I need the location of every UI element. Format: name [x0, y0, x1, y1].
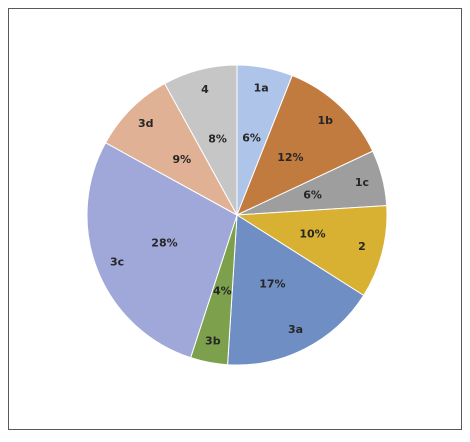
slice-label: 3a	[288, 323, 303, 336]
slice-label: 1a	[254, 81, 269, 94]
pie-slice	[236, 74, 374, 216]
slice-label: 3d	[138, 117, 154, 130]
value-label: 28%	[151, 237, 177, 250]
value-label: 4%	[213, 285, 232, 298]
value-label: 9%	[173, 153, 192, 166]
pie-slice	[86, 142, 238, 359]
value-label: 10%	[299, 227, 325, 240]
value-label: 8%	[208, 132, 227, 145]
pie-slice	[164, 64, 238, 216]
slice-label: 2	[358, 240, 366, 253]
pie-slice	[227, 214, 365, 366]
slice-label: 3b	[205, 335, 221, 348]
value-label: 6%	[303, 189, 322, 202]
value-label: 6%	[242, 131, 261, 144]
pie-slice	[235, 205, 388, 297]
slice-label: 1b	[318, 114, 334, 127]
pie-slice	[104, 82, 239, 217]
value-label: 12%	[277, 151, 303, 164]
slice-label: 3c	[110, 255, 124, 268]
value-label: 17%	[259, 277, 285, 290]
slice-label: 1c	[355, 176, 369, 189]
slice-label: 4	[201, 83, 209, 96]
